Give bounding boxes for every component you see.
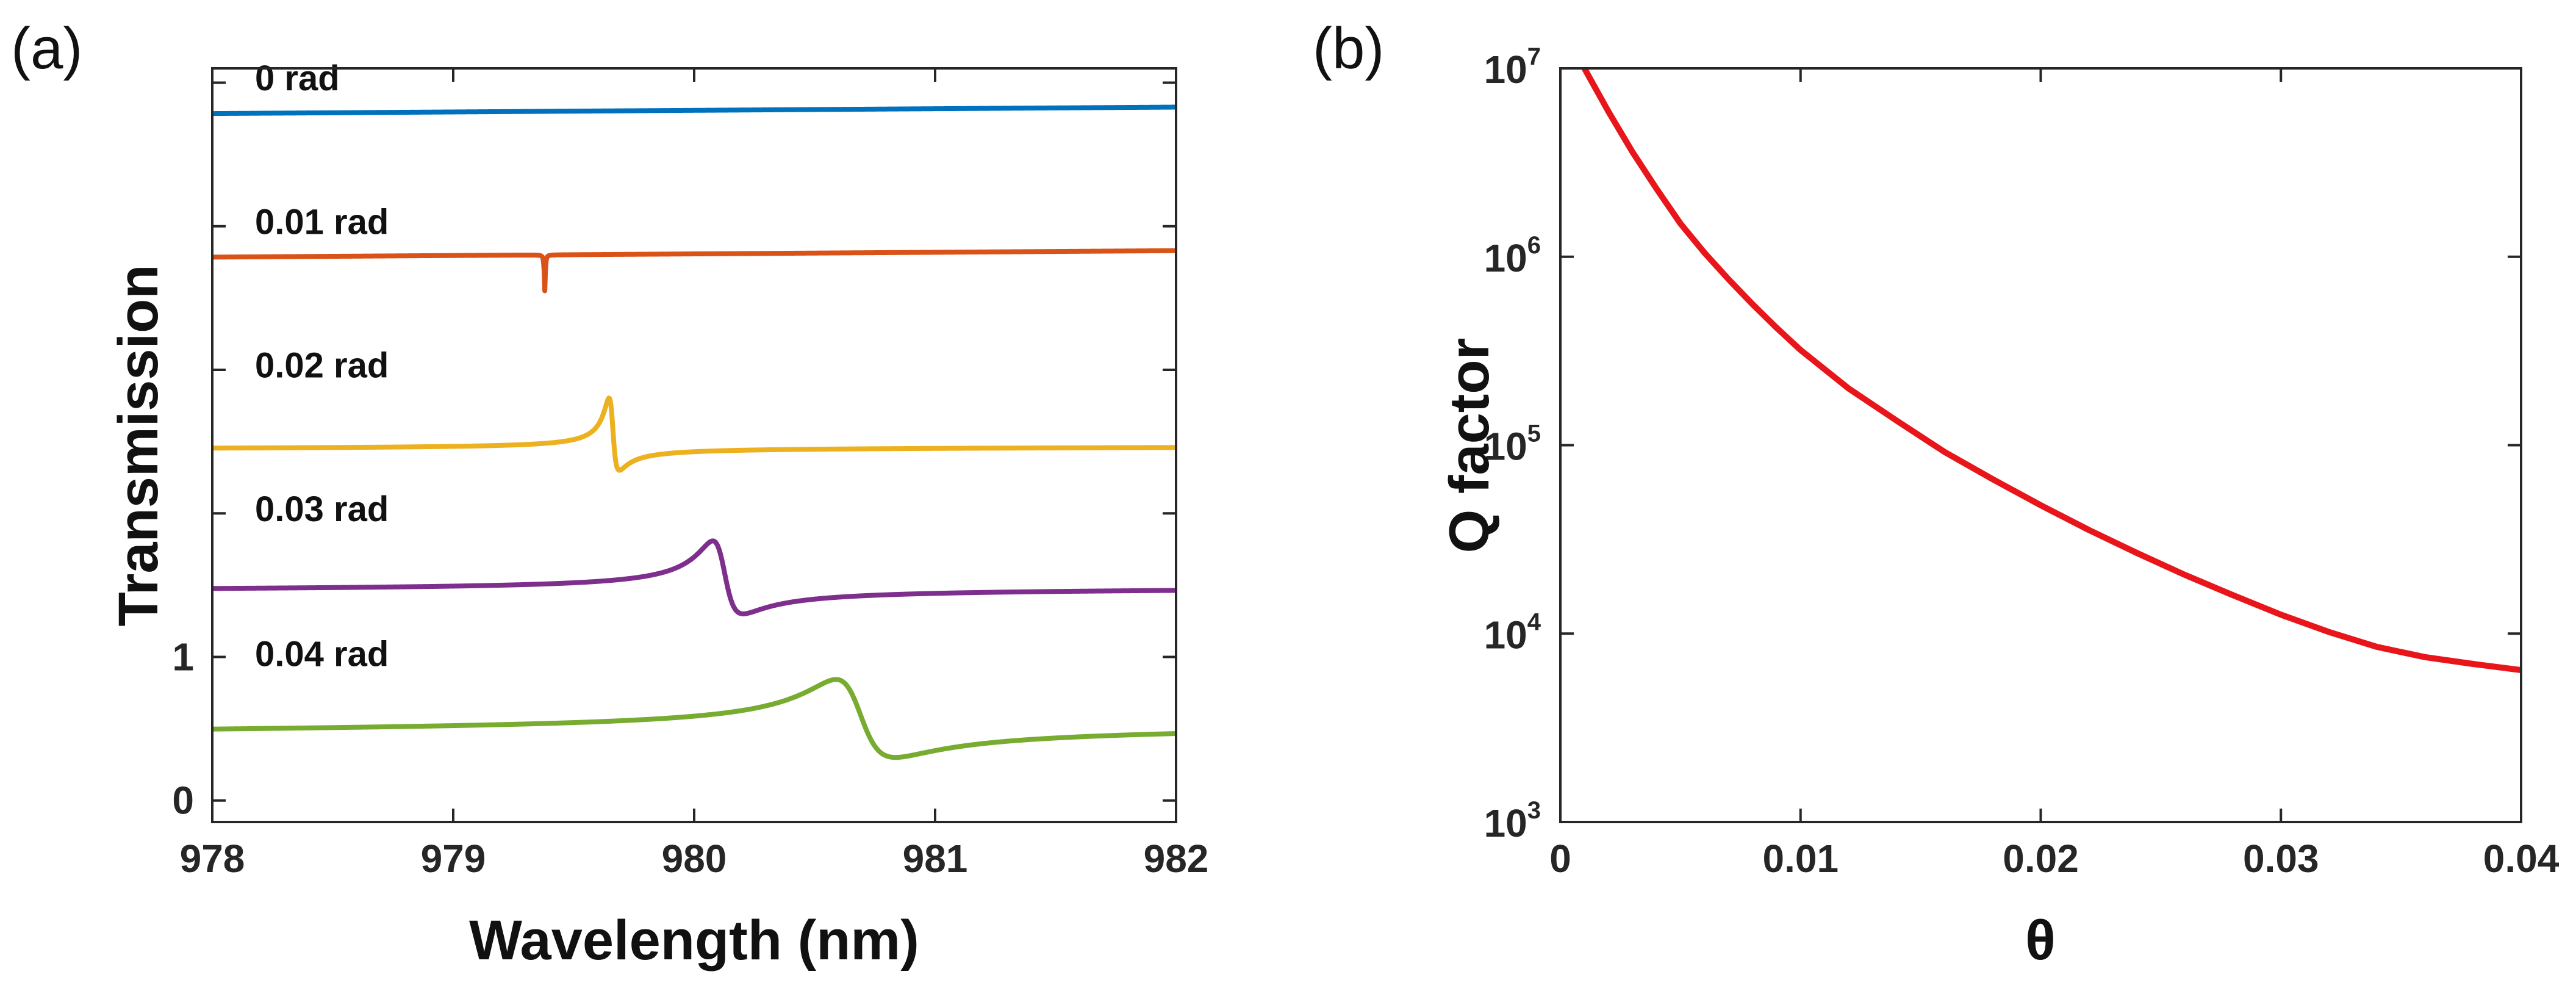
series-label-0: 0 rad: [255, 59, 340, 98]
panel-b-y-axis-label: Q factor: [1438, 338, 1501, 553]
series-label-1: 0.01 rad: [255, 202, 389, 242]
y-tick-label: 105: [1484, 420, 1541, 469]
y-tick-label: 103: [1484, 797, 1541, 845]
y-tick-base: 10: [1484, 613, 1527, 657]
x-tick-label: 0.01: [1762, 837, 1839, 881]
y-tick-base: 10: [1484, 425, 1527, 469]
y-tick-label: 104: [1484, 608, 1541, 657]
y-tick-label: 1: [172, 635, 194, 679]
panel-a-label: (a): [11, 16, 82, 81]
panel-b-label: (b): [1313, 16, 1384, 81]
x-tick-label: 0: [1549, 837, 1571, 881]
q-factor-curve: [1582, 67, 2522, 674]
panel-a-ticks: [211, 68, 1177, 822]
panel-a: (a) 0 rad 0.01 rad 0.02 rad 0.03 rad 0.04 ra…: [11, 16, 1208, 972]
y-tick-base: 10: [1484, 48, 1527, 92]
panel-a-series-group: [210, 104, 1178, 760]
panel-b-ticks: [1559, 67, 2522, 823]
panel-a-x-axis-label: Wavelength (nm): [469, 909, 919, 972]
x-tick-label: 0.03: [2243, 837, 2319, 881]
y-tick-exponent: 3: [1527, 797, 1541, 824]
y-tick-exponent: 5: [1527, 420, 1541, 447]
panel-b-series-group: [1582, 67, 2522, 674]
panel-a-x-tick-labels: 978 979 980 981 982: [180, 837, 1209, 881]
series-label-3: 0.03 rad: [255, 489, 389, 529]
y-tick-label: 0: [172, 779, 194, 823]
y-tick-exponent: 6: [1527, 232, 1541, 259]
y-tick-label: 107: [1484, 43, 1541, 92]
spectrum-line-2: [210, 395, 1178, 473]
panel-a-y-axis-label: Transmission: [107, 264, 170, 626]
panel-b-x-axis-label: θ: [2025, 909, 2056, 972]
y-tick-base: 10: [1484, 236, 1527, 280]
x-tick-label: 980: [662, 837, 727, 881]
panel-b-plot-frame: [1559, 67, 2522, 823]
x-tick-label: 0.04: [2483, 837, 2560, 881]
x-tick-label: 982: [1144, 837, 1209, 881]
series-label-2: 0.02 rad: [255, 346, 389, 386]
y-tick-label: 106: [1484, 232, 1541, 280]
x-tick-label: 978: [180, 837, 245, 881]
spectrum-line-1: [210, 248, 1178, 294]
x-tick-label: 0.02: [2003, 837, 2079, 881]
panel-a-y-tick-labels: 01: [172, 635, 194, 822]
x-tick-label: 981: [903, 837, 968, 881]
spectrum-line-3: [210, 538, 1178, 616]
x-tick-label: 979: [421, 837, 486, 881]
panel-b-x-tick-labels: 0 0.01 0.02 0.03 0.04: [1549, 837, 2559, 881]
y-tick-exponent: 7: [1527, 43, 1541, 70]
y-tick-exponent: 4: [1527, 608, 1541, 635]
spectrum-line-4: [210, 677, 1178, 760]
series-label-4: 0.04 rad: [255, 634, 389, 674]
panel-a-series-labels: 0 rad 0.01 rad 0.02 rad 0.03 rad 0.04 rad: [255, 59, 389, 674]
y-tick-base: 10: [1484, 801, 1527, 845]
spectrum-line-0: [210, 104, 1178, 117]
